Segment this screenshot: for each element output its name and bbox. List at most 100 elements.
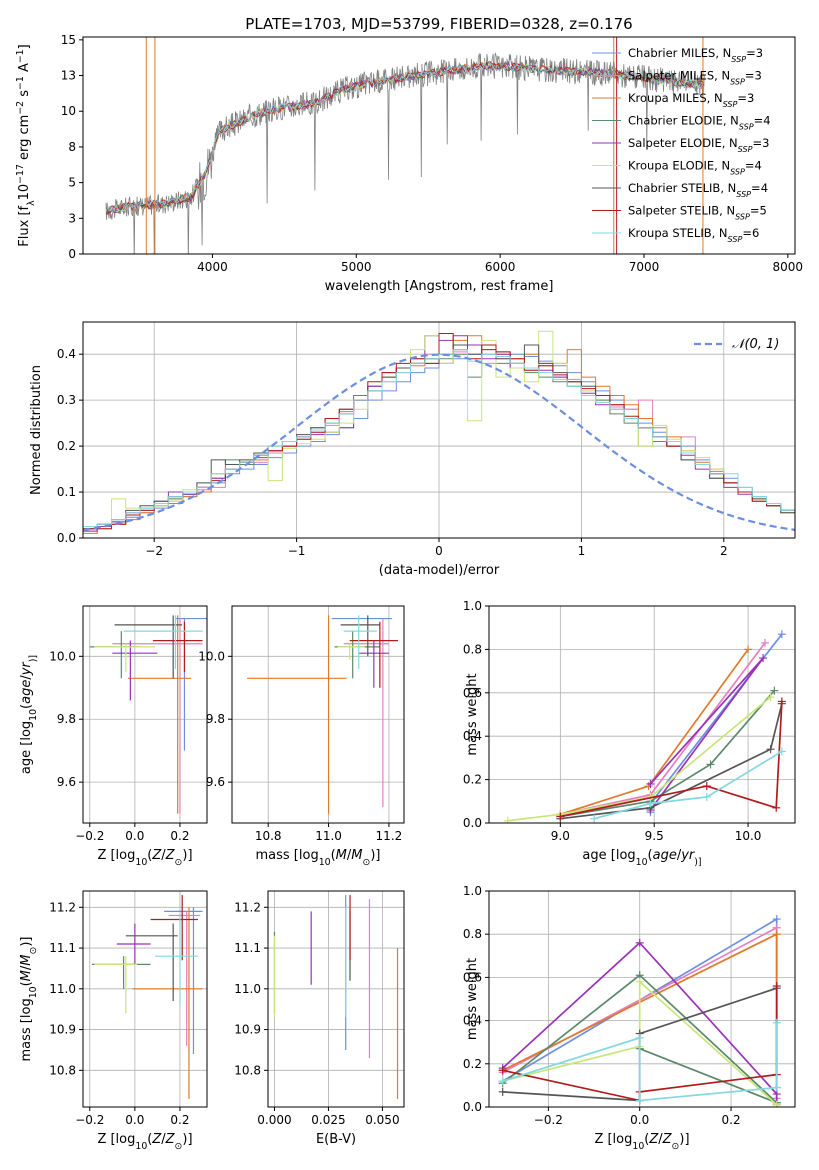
errorbar-point: [150, 895, 198, 961]
label-part: )]: [370, 848, 380, 863]
mass-vs-Z-frame: [82, 890, 208, 1108]
label-part: ⊙: [175, 857, 183, 868]
legend-series-name: Kroupa MILES: [628, 91, 707, 105]
y-axis-label: Flux [fλ10−17 erg cm−2 s−1 A−1]: [15, 44, 37, 246]
legend-nssp-value: 4: [755, 159, 762, 173]
legend-series-name: Salpeter ELODIE: [628, 136, 722, 150]
errorbar-point: [94, 643, 156, 673]
errorbar-point: [358, 640, 389, 688]
legend-ssp: SSP: [735, 212, 750, 221]
legend-ssp: SSP: [730, 167, 745, 176]
y-tick-label: 10.9: [234, 1023, 261, 1037]
label-part: Z [log: [594, 1132, 632, 1147]
y-tick-label: 0: [68, 247, 76, 261]
x-axis-label: age [log10(age/yr)]: [582, 848, 701, 868]
figure-title: PLATE=1703, MJD=53799, FIBERID=0328, z=0…: [245, 15, 632, 33]
label-part: Z [log: [97, 1132, 135, 1147]
age-vs-mass-plot-area: [232, 606, 404, 823]
legend-eq: =: [745, 69, 755, 83]
residual-histogram: [83, 335, 795, 534]
label-part: Z: [165, 848, 176, 863]
residual-histogram: [83, 344, 795, 532]
x-tick-label: 2: [720, 544, 728, 558]
legend-n: , N: [707, 91, 723, 105]
y-tick-label: 9.8: [57, 712, 76, 726]
legend-n: , N: [720, 181, 736, 195]
x-tick-label: 7000: [629, 260, 660, 274]
y-tick-label: 13: [61, 69, 76, 83]
label-part: 10: [632, 1141, 644, 1152]
plus-marker: [635, 977, 644, 986]
x-axis-label: Z [log10(Z/Z⊙)]: [97, 1132, 192, 1152]
x-tick-label: 11.2: [376, 829, 403, 843]
y-tick-label: 10.0: [49, 649, 76, 663]
massweight-vs-Z-plot-area: [489, 891, 795, 1107]
legend-entry: Kroupa MILES, NSSP=3: [628, 91, 754, 109]
y-tick-label: 0.0: [463, 816, 482, 830]
y-tick-label: 0.4: [463, 729, 482, 743]
massweight-line: [507, 696, 772, 822]
y-tick-label: 3: [68, 211, 76, 225]
label-part: 10: [28, 709, 39, 721]
errorbar-point: [112, 618, 203, 814]
residuals-plot-area: [83, 322, 795, 538]
y-axis-label: Normed distribution: [29, 365, 44, 495]
legend-entry: Salpeter MILES, NSSP=3: [628, 69, 762, 87]
x-tick-label: 0.2: [170, 829, 189, 843]
legend-series-name: Chabrier STELIB: [628, 181, 720, 195]
plus-marker: [590, 814, 599, 823]
massweight-vs-age-axes: 9.0 9.5 10.0 0.0 0.2 0.4 0.6 0.8 1.0 age [log10(a…: [463, 599, 796, 868]
label-part: yr: [19, 661, 34, 677]
x-tick-label: −0.2: [75, 1113, 104, 1127]
legend-series-name: Kroupa STELIB: [628, 226, 712, 240]
plus-marker: [744, 645, 753, 654]
y-axis-label: mass weight: [465, 958, 480, 1040]
gridlines: [489, 606, 795, 823]
x-tick-label: 0.025: [311, 1113, 345, 1127]
residual-histogram: [83, 344, 795, 530]
label-part: /: [19, 675, 34, 680]
label-part: /: [19, 965, 34, 970]
massweight-line: [502, 979, 778, 1106]
legend-n: , N: [714, 69, 730, 83]
y-tick-label: 0.0: [463, 1100, 482, 1114]
label-part: 10: [135, 857, 147, 868]
model-spectrum: [105, 62, 705, 212]
label-part: (: [331, 848, 336, 863]
plus-marker: [759, 654, 768, 663]
age-vs-mass-frame: [231, 605, 405, 824]
legend-series-name: Chabrier ELODIE: [628, 114, 723, 128]
y-tick-label: 9.8: [206, 712, 225, 726]
plus-marker: [556, 812, 565, 821]
x-tick-label: −0.2: [534, 1113, 563, 1127]
errorbar-point: [152, 621, 203, 673]
y-axis-label: mass weight: [465, 673, 480, 755]
label-part: /: [677, 848, 682, 863]
plus-marker: [646, 799, 655, 808]
label-part: −1: [15, 76, 26, 90]
label-part: 10: [28, 986, 39, 998]
normal-curve: [83, 353, 795, 531]
legend-ssp: SSP: [728, 235, 743, 244]
legend-nssp-value: 3: [762, 136, 769, 150]
label-part: ]: [17, 44, 32, 49]
legend-ssp: SSP: [739, 122, 754, 131]
label-part: −17: [15, 164, 26, 184]
mass-vs-Z-axes: −0.2 0.0 0.210.810.911.011.111.2Z [log10(Z…: [19, 890, 208, 1152]
label-part: )]: [182, 1132, 192, 1147]
x-tick-label: 6000: [485, 260, 516, 274]
y-tick-label: 10.0: [198, 649, 225, 663]
errorbar-point: [89, 631, 140, 679]
plus-marker: [498, 1087, 507, 1096]
label-part: M: [19, 955, 34, 966]
massweight-line: [502, 974, 778, 1104]
plus-marker: [760, 638, 769, 647]
errorbar-point: [114, 615, 183, 679]
x-axis-label: E(B-V): [316, 1132, 356, 1147]
legend-nssp-value: 6: [752, 226, 759, 240]
x-tick-label: 10.0: [735, 829, 762, 843]
x-axis-label: mass [log10(M/M⊙)]: [256, 848, 381, 868]
y-tick-label: 11.1: [234, 941, 261, 955]
plus-marker: [498, 1077, 507, 1086]
